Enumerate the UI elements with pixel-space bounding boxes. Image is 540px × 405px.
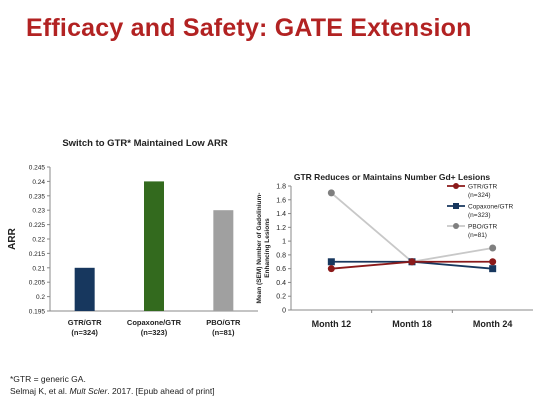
- bar-y-tick-label: 0.24: [32, 179, 45, 186]
- series-point-gtr-gtr: [489, 258, 497, 266]
- line-y-tick-label: 0.4: [276, 280, 286, 287]
- series-point-copaxone-gtr: [327, 258, 335, 266]
- line-y-tick-label: 1.2: [276, 225, 286, 232]
- line-y-tick-label: 0: [282, 308, 286, 315]
- legend-marker-copaxone-gtr: [453, 203, 459, 209]
- line-y-axis-label: Mean (SEM) Number of Gadolinium-: [256, 193, 263, 304]
- bar-y-axis-label: ARR: [7, 227, 18, 249]
- bar-chart-title: Switch to GTR* Maintained Low ARR: [62, 138, 228, 149]
- line-y-tick-label: 0.6: [276, 266, 286, 273]
- series-point-gtr-gtr: [408, 258, 416, 266]
- citation-journal: Mult Scler: [69, 386, 108, 396]
- bar-y-tick-label: 0.23: [32, 208, 45, 215]
- legend-label-pbo-gtr: PBO/GTR: [468, 224, 498, 231]
- bar-y-tick-label: 0.205: [29, 280, 46, 287]
- bar-y-tick-label: 0.22: [32, 237, 45, 244]
- legend-n-pbo-gtr: (n=81): [468, 232, 487, 239]
- bar-category-n: (n=323): [141, 328, 168, 337]
- series-point-copaxone-gtr: [489, 265, 497, 273]
- bar-copaxone-gtr: [144, 181, 164, 311]
- gtr-definition: *GTR = generic GA.: [10, 374, 86, 384]
- line-y-tick-label: 1.4: [276, 211, 286, 218]
- series-point-gtr-gtr: [327, 265, 335, 273]
- citation-rest: . 2017. [Epub ahead of print]: [107, 386, 215, 396]
- bar-y-tick-label: 0.21: [32, 265, 45, 272]
- bar-category-label: Copaxone/GTR: [127, 318, 182, 327]
- citation: Selmaj K, et al. Mult Scler. 2017. [Epub…: [10, 385, 215, 397]
- bar-y-tick-label: 0.245: [29, 165, 46, 172]
- legend-n-gtr-gtr: (n=324): [468, 192, 491, 199]
- line-y-tick-label: 0.2: [276, 294, 286, 301]
- bar-category-n: (n=81): [212, 328, 235, 337]
- series-point-pbo-gtr: [489, 244, 497, 252]
- legend-n-copaxone-gtr: (n=323): [468, 212, 491, 219]
- bar-y-tick-label: 0.215: [29, 251, 46, 258]
- bar-pbo-gtr: [213, 210, 234, 311]
- bar-y-tick-label: 0.225: [29, 222, 46, 229]
- bar-y-tick-label: 0.2: [36, 294, 45, 301]
- line-y-tick-label: 1.6: [276, 197, 286, 204]
- legend-marker-pbo-gtr: [453, 223, 459, 229]
- citation-authors: Selmaj K, et al.: [10, 386, 70, 396]
- bar-gtr-gtr: [74, 267, 95, 311]
- line-y-tick-label: 1: [282, 239, 286, 246]
- line-chart-title: GTR Reduces or Maintains Number Gd+ Lesi…: [293, 172, 491, 182]
- bar-y-tick-label: 0.235: [29, 193, 46, 200]
- bar-category-label: GTR/GTR: [68, 318, 102, 327]
- legend-label-gtr-gtr: GTR/GTR: [468, 184, 498, 191]
- line-y-tick-label: 0.8: [276, 252, 286, 259]
- legend-marker-gtr-gtr: [453, 183, 459, 189]
- bar-y-tick-label: 0.195: [29, 309, 46, 316]
- bar-category-n: (n=324): [71, 328, 98, 337]
- bar-category-label: PBO/GTR: [206, 318, 241, 327]
- slide-title: Efficacy and Safety: GATE Extension: [26, 14, 472, 42]
- line-x-tick-label: Month 18: [392, 319, 432, 329]
- bar-chart: 0.195 0.2 0.205 0.21 0.215 0.22 0.225 0.23 0.235…: [7, 165, 258, 337]
- legend-label-copaxone-gtr: Copaxone/GTR: [468, 204, 513, 211]
- series-point-pbo-gtr: [327, 189, 335, 197]
- line-chart: 0 0.2 0.4 0.6 0.8 1 1.2 1.4 1.6 1.8 Mean (SEM) Num…: [256, 183, 533, 329]
- line-x-tick-label: Month 12: [312, 319, 352, 329]
- line-y-tick-label: 1.8: [276, 184, 286, 191]
- line-x-tick-label: Month 24: [473, 319, 513, 329]
- line-y-axis-label: Enhancing Lesions: [264, 218, 271, 278]
- footnotes: *GTR = generic GA. Selmaj K, et al. Mult…: [10, 373, 215, 397]
